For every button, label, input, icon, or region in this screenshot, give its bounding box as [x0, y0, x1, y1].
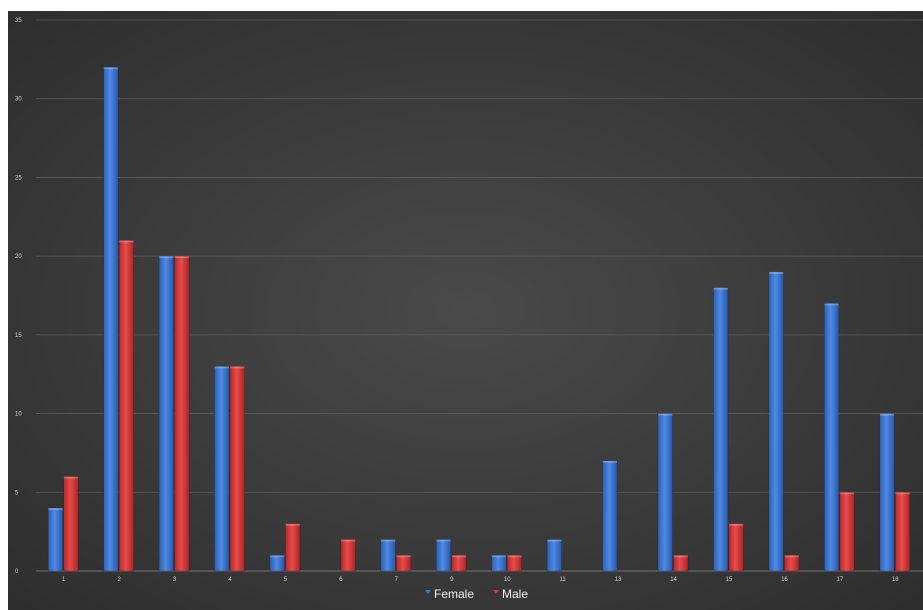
x-tick-label: 11: [560, 577, 567, 583]
x-tick-label: 3: [173, 577, 177, 583]
y-tick-label: 25: [15, 175, 22, 181]
y-tick-label: 5: [15, 490, 19, 496]
bar-highlight: [230, 366, 245, 369]
bar-highlight: [673, 555, 689, 558]
bar-female-18: [879, 413, 895, 572]
bar-highlight: [48, 508, 63, 511]
bar-female-4: [214, 366, 230, 572]
bar-female-17: [824, 303, 840, 572]
bar-male-14: [673, 555, 689, 572]
bar-highlight: [713, 287, 728, 290]
bar-highlight: [824, 303, 839, 306]
bar-highlight: [436, 539, 451, 542]
bar-female-9: [436, 539, 452, 572]
x-tick-label: 10: [504, 577, 511, 583]
legend-swatch-female: [425, 590, 431, 594]
bar-highlight: [63, 476, 79, 479]
x-tick-label: 2: [117, 577, 121, 583]
y-tick-label: 30: [15, 97, 22, 103]
bar-highlight: [728, 523, 744, 526]
bar-female-13: [602, 460, 618, 572]
bar-female-11: [546, 539, 562, 572]
bar-highlight: [895, 492, 910, 495]
bar-highlight: [879, 413, 895, 416]
bar-highlight: [768, 271, 784, 274]
bar-female-1: [47, 507, 63, 572]
x-tick-label: 5: [284, 577, 288, 583]
bar-female-2: [103, 66, 119, 572]
y-tick-label: 20: [15, 254, 22, 260]
bar-highlight: [269, 555, 285, 558]
bar-male-15: [728, 523, 744, 572]
y-tick-label: 10: [15, 412, 22, 418]
bar-highlight: [451, 555, 467, 558]
x-tick-label: 16: [781, 577, 788, 583]
x-tick-label: 14: [670, 577, 677, 583]
bar-highlight: [214, 366, 230, 369]
bar-highlight: [159, 256, 174, 259]
bar-highlight: [658, 413, 673, 416]
bar-female-5: [269, 555, 285, 572]
y-tick-label: 15: [15, 333, 22, 339]
bar-male-16: [784, 555, 800, 572]
bar-male-1: [63, 476, 79, 572]
x-tick-label: 15: [726, 577, 733, 583]
bar-female-7: [380, 539, 396, 572]
x-tick-label: 17: [837, 577, 844, 583]
bar-male-5: [285, 523, 301, 572]
legend-label-female: Female: [434, 587, 474, 601]
y-tick-label: 0: [15, 569, 19, 575]
x-tick-label: 1: [62, 577, 66, 583]
y-tick-label: 35: [15, 18, 22, 24]
bar-male-2: [118, 240, 134, 572]
bar-male-17: [839, 492, 855, 572]
bar-highlight: [602, 460, 618, 463]
bar-male-9: [451, 555, 467, 572]
bar-highlight: [174, 256, 190, 259]
x-tick-label: 13: [615, 577, 622, 583]
bar-highlight: [784, 555, 799, 558]
bar-highlight: [340, 539, 356, 542]
bar-female-3: [158, 255, 174, 572]
bar-female-14: [657, 413, 673, 572]
bar-female-10: [491, 555, 507, 572]
x-tick-label: 6: [339, 577, 343, 583]
bar-highlight: [103, 67, 119, 70]
bar-male-18: [895, 492, 911, 572]
bar-male-6: [340, 539, 356, 572]
bar-male-3: [174, 255, 190, 572]
plot-background: [8, 11, 923, 610]
x-tick-label: 7: [395, 577, 399, 583]
bar-highlight: [839, 492, 855, 495]
x-tick-label: 18: [892, 577, 899, 583]
bar-highlight: [396, 555, 411, 558]
bar-highlight: [491, 555, 507, 558]
x-tick-label: 4: [228, 577, 232, 583]
legend-label-male: Male: [502, 587, 528, 601]
bar-highlight: [380, 539, 396, 542]
bar-female-15: [713, 287, 729, 572]
bar-male-10: [506, 555, 522, 572]
bar-highlight: [547, 539, 562, 542]
bar-male-7: [396, 555, 412, 572]
x-tick-label: 9: [450, 577, 454, 583]
legend-swatch-male: [493, 590, 499, 594]
bar-male-4: [229, 366, 245, 572]
bar-highlight: [119, 240, 134, 243]
bar-female-16: [768, 271, 784, 572]
bar-highlight: [507, 555, 522, 558]
bar-highlight: [285, 523, 300, 526]
legend: Female Male: [425, 587, 528, 601]
